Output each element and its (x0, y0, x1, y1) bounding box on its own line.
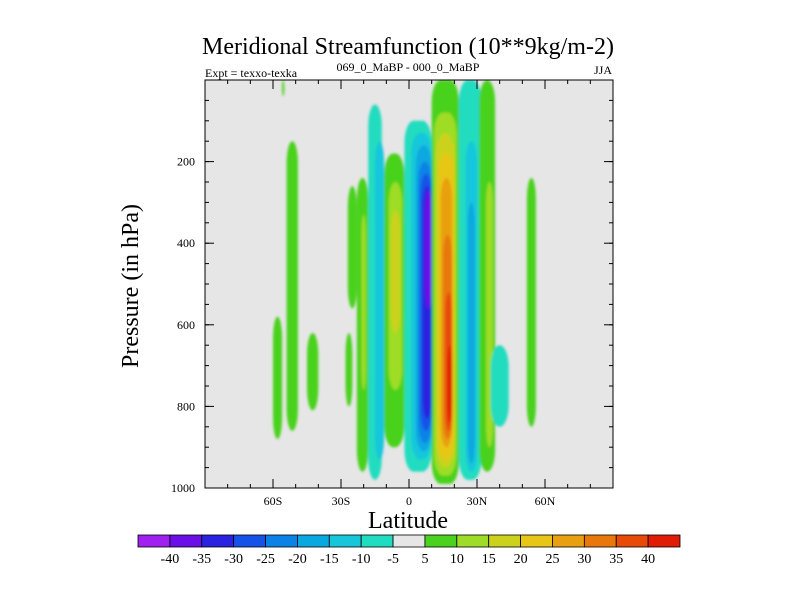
colorbar-swatch (488, 534, 521, 548)
y-tick-label: 200 (177, 155, 195, 169)
contour-band-32 (286, 141, 298, 431)
contour-band-24 (467, 202, 475, 464)
x-tick-label: 30S (332, 494, 351, 508)
colorbar-swatch (647, 534, 681, 548)
x-axis-ticks: 60S 30S 0 30N 60N (227, 80, 591, 508)
colorbar-swatch (328, 534, 362, 548)
contour-band-27 (490, 345, 509, 427)
y-tick-label: 1000 (171, 481, 195, 495)
contour-band-21 (447, 345, 453, 423)
colorbar-swatch (424, 534, 458, 548)
colorbar-level-label: -30 (224, 552, 243, 567)
y-tick-label: 600 (177, 318, 195, 332)
contour-band-3 (375, 141, 385, 460)
contour-band-13 (424, 190, 432, 309)
contour-band-29 (347, 186, 357, 309)
colorbar-level-label: 20 (514, 552, 528, 567)
colorbar-level-label: -5 (387, 552, 399, 567)
colorbar-swatch (456, 534, 490, 548)
colorbar-swatch (552, 534, 585, 548)
contour-band-31 (307, 332, 319, 411)
colorbar-swatch (137, 534, 171, 548)
colorbar-swatch (615, 534, 649, 548)
colorbar-swatch (297, 534, 330, 548)
colorbar-swatch (392, 534, 426, 548)
colorbar-swatch (583, 534, 617, 548)
x-tick-label: 60N (535, 494, 556, 508)
colorbar-level-label: -25 (256, 552, 275, 567)
y-tick-label: 400 (177, 236, 195, 250)
x-tick-label: 0 (406, 494, 412, 508)
colorbar-level-label: 25 (545, 552, 559, 567)
colorbar-level-label: 30 (577, 552, 591, 567)
colorbar-level-label: 15 (482, 552, 496, 567)
contour-band-30 (345, 332, 353, 407)
experiment-label: Expt = texxo-texka (205, 66, 298, 80)
colorbar-swatch (360, 534, 394, 548)
y-axis-title: Pressure (in hPa) (118, 204, 144, 368)
x-tick-label: 60S (264, 494, 283, 508)
colorbar-swatch (520, 534, 553, 548)
contour-fill-layer (273, 80, 536, 484)
x-axis-title: Latitude (368, 508, 448, 534)
colorbar: -40 -35 -30 -25 -20 -15 -10 -5 5 10 15 20 25 30 35 40 (137, 534, 681, 567)
colorbar-level-label: 40 (641, 552, 655, 567)
colorbar-swatch (265, 534, 298, 548)
contour-band-1 (361, 214, 366, 391)
colorbar-level-label: -10 (352, 552, 371, 567)
colorbar-level-label: 5 (421, 552, 428, 567)
season-label: JJA (594, 63, 612, 77)
colorbar-level-label: 10 (450, 552, 464, 567)
contour-band-34 (282, 80, 285, 97)
y-axis-ticks: 200 400 600 800 1000 (171, 99, 613, 495)
chart-title: Meridional Streamfunction (10**9kg/m-2) (202, 34, 614, 60)
y-tick-label: 800 (177, 399, 195, 413)
colorbar-swatch (233, 534, 266, 548)
colorbar-level-label: -35 (192, 552, 211, 567)
colorbar-level-label: -15 (320, 552, 339, 567)
contour-band-33 (273, 316, 283, 440)
contour-band-6 (390, 210, 400, 333)
time-difference-label: 069_0_MaBP - 000_0_MaBP (337, 60, 480, 74)
x-tick-label: 30N (467, 494, 488, 508)
colorbar-level-label: -20 (288, 552, 307, 567)
colorbar-level-label: -40 (161, 552, 180, 567)
contour-band-28 (526, 177, 536, 427)
colorbar-level-label: 35 (609, 552, 623, 567)
colorbar-swatch (169, 534, 203, 548)
colorbar-swatch (201, 534, 235, 548)
